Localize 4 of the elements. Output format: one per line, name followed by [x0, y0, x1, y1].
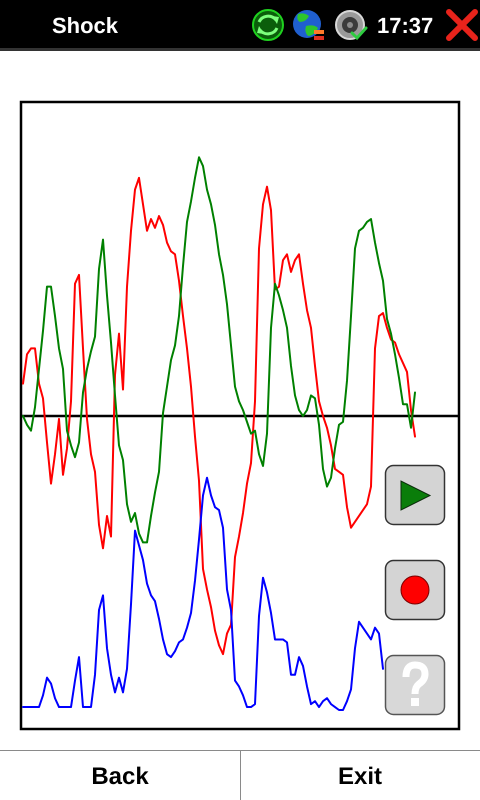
text: Back: [91, 763, 150, 790]
chart-title: Shock: [52, 13, 119, 38]
text: Exit: [338, 763, 382, 790]
text: 17:37: [377, 13, 434, 38]
